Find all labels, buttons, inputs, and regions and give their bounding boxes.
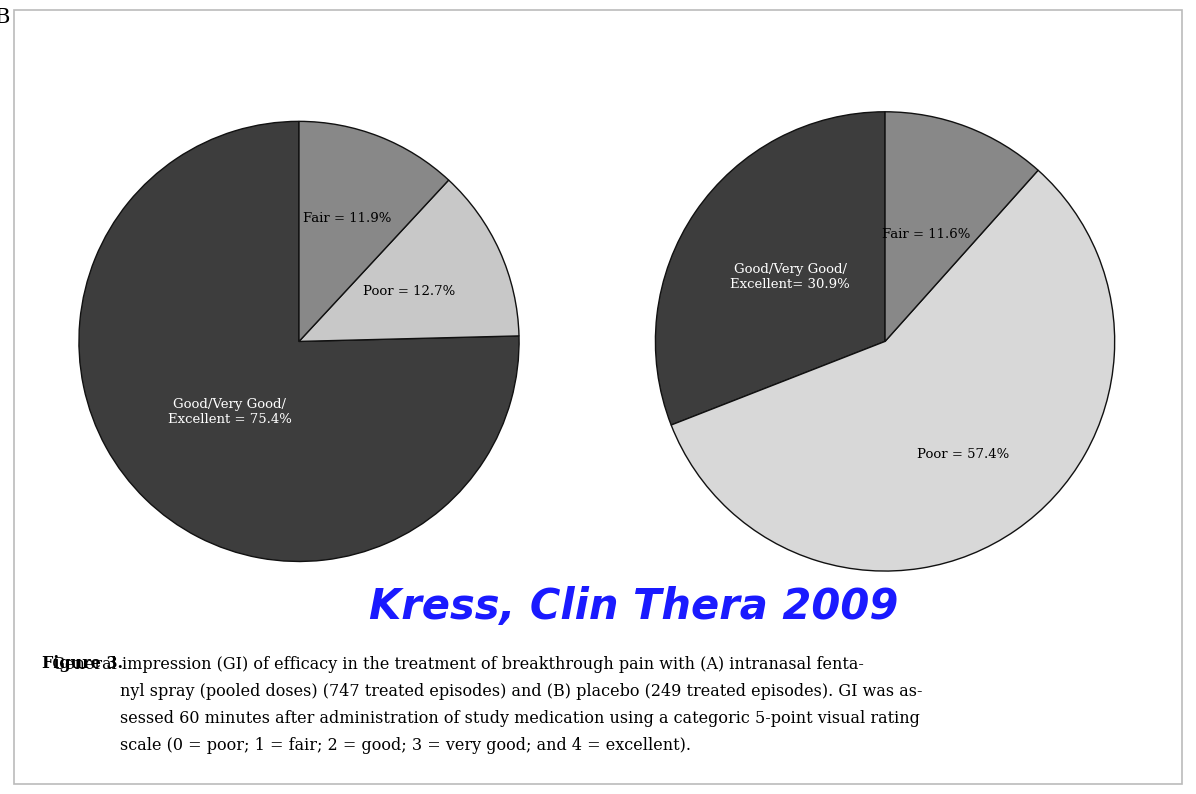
Wedge shape [299, 180, 519, 341]
Text: nyl spray (pooled doses) (747 treated episodes) and (B) placebo (249 treated epi: nyl spray (pooled doses) (747 treated ep… [120, 683, 922, 700]
Wedge shape [79, 121, 519, 561]
Text: Poor = 57.4%: Poor = 57.4% [917, 448, 1009, 461]
Text: Poor = 12.7%: Poor = 12.7% [364, 285, 456, 298]
Wedge shape [885, 112, 1038, 341]
Text: Fair = 11.6%: Fair = 11.6% [881, 228, 970, 241]
Text: B: B [0, 9, 11, 28]
Text: Figure 3.: Figure 3. [42, 655, 123, 672]
Text: Good/Very Good/
Excellent= 30.9%: Good/Very Good/ Excellent= 30.9% [731, 263, 850, 291]
Text: sessed 60 minutes after administration of study medication using a categoric 5-p: sessed 60 minutes after administration o… [120, 710, 920, 727]
Text: scale (0 = poor; 1 = fair; 2 = good; 3 = very good; and 4 = excellent).: scale (0 = poor; 1 = fair; 2 = good; 3 =… [120, 737, 690, 754]
Text: Fair = 11.9%: Fair = 11.9% [303, 212, 391, 225]
Wedge shape [299, 121, 448, 341]
Wedge shape [671, 170, 1115, 571]
Text: Good/Very Good/
Excellent = 75.4%: Good/Very Good/ Excellent = 75.4% [167, 399, 292, 426]
Text: Kress, Clin Thera 2009: Kress, Clin Thera 2009 [370, 587, 898, 628]
Wedge shape [655, 112, 885, 425]
Text: General impression (GI) of efficacy in the treatment of breakthrough pain with (: General impression (GI) of efficacy in t… [42, 656, 864, 673]
